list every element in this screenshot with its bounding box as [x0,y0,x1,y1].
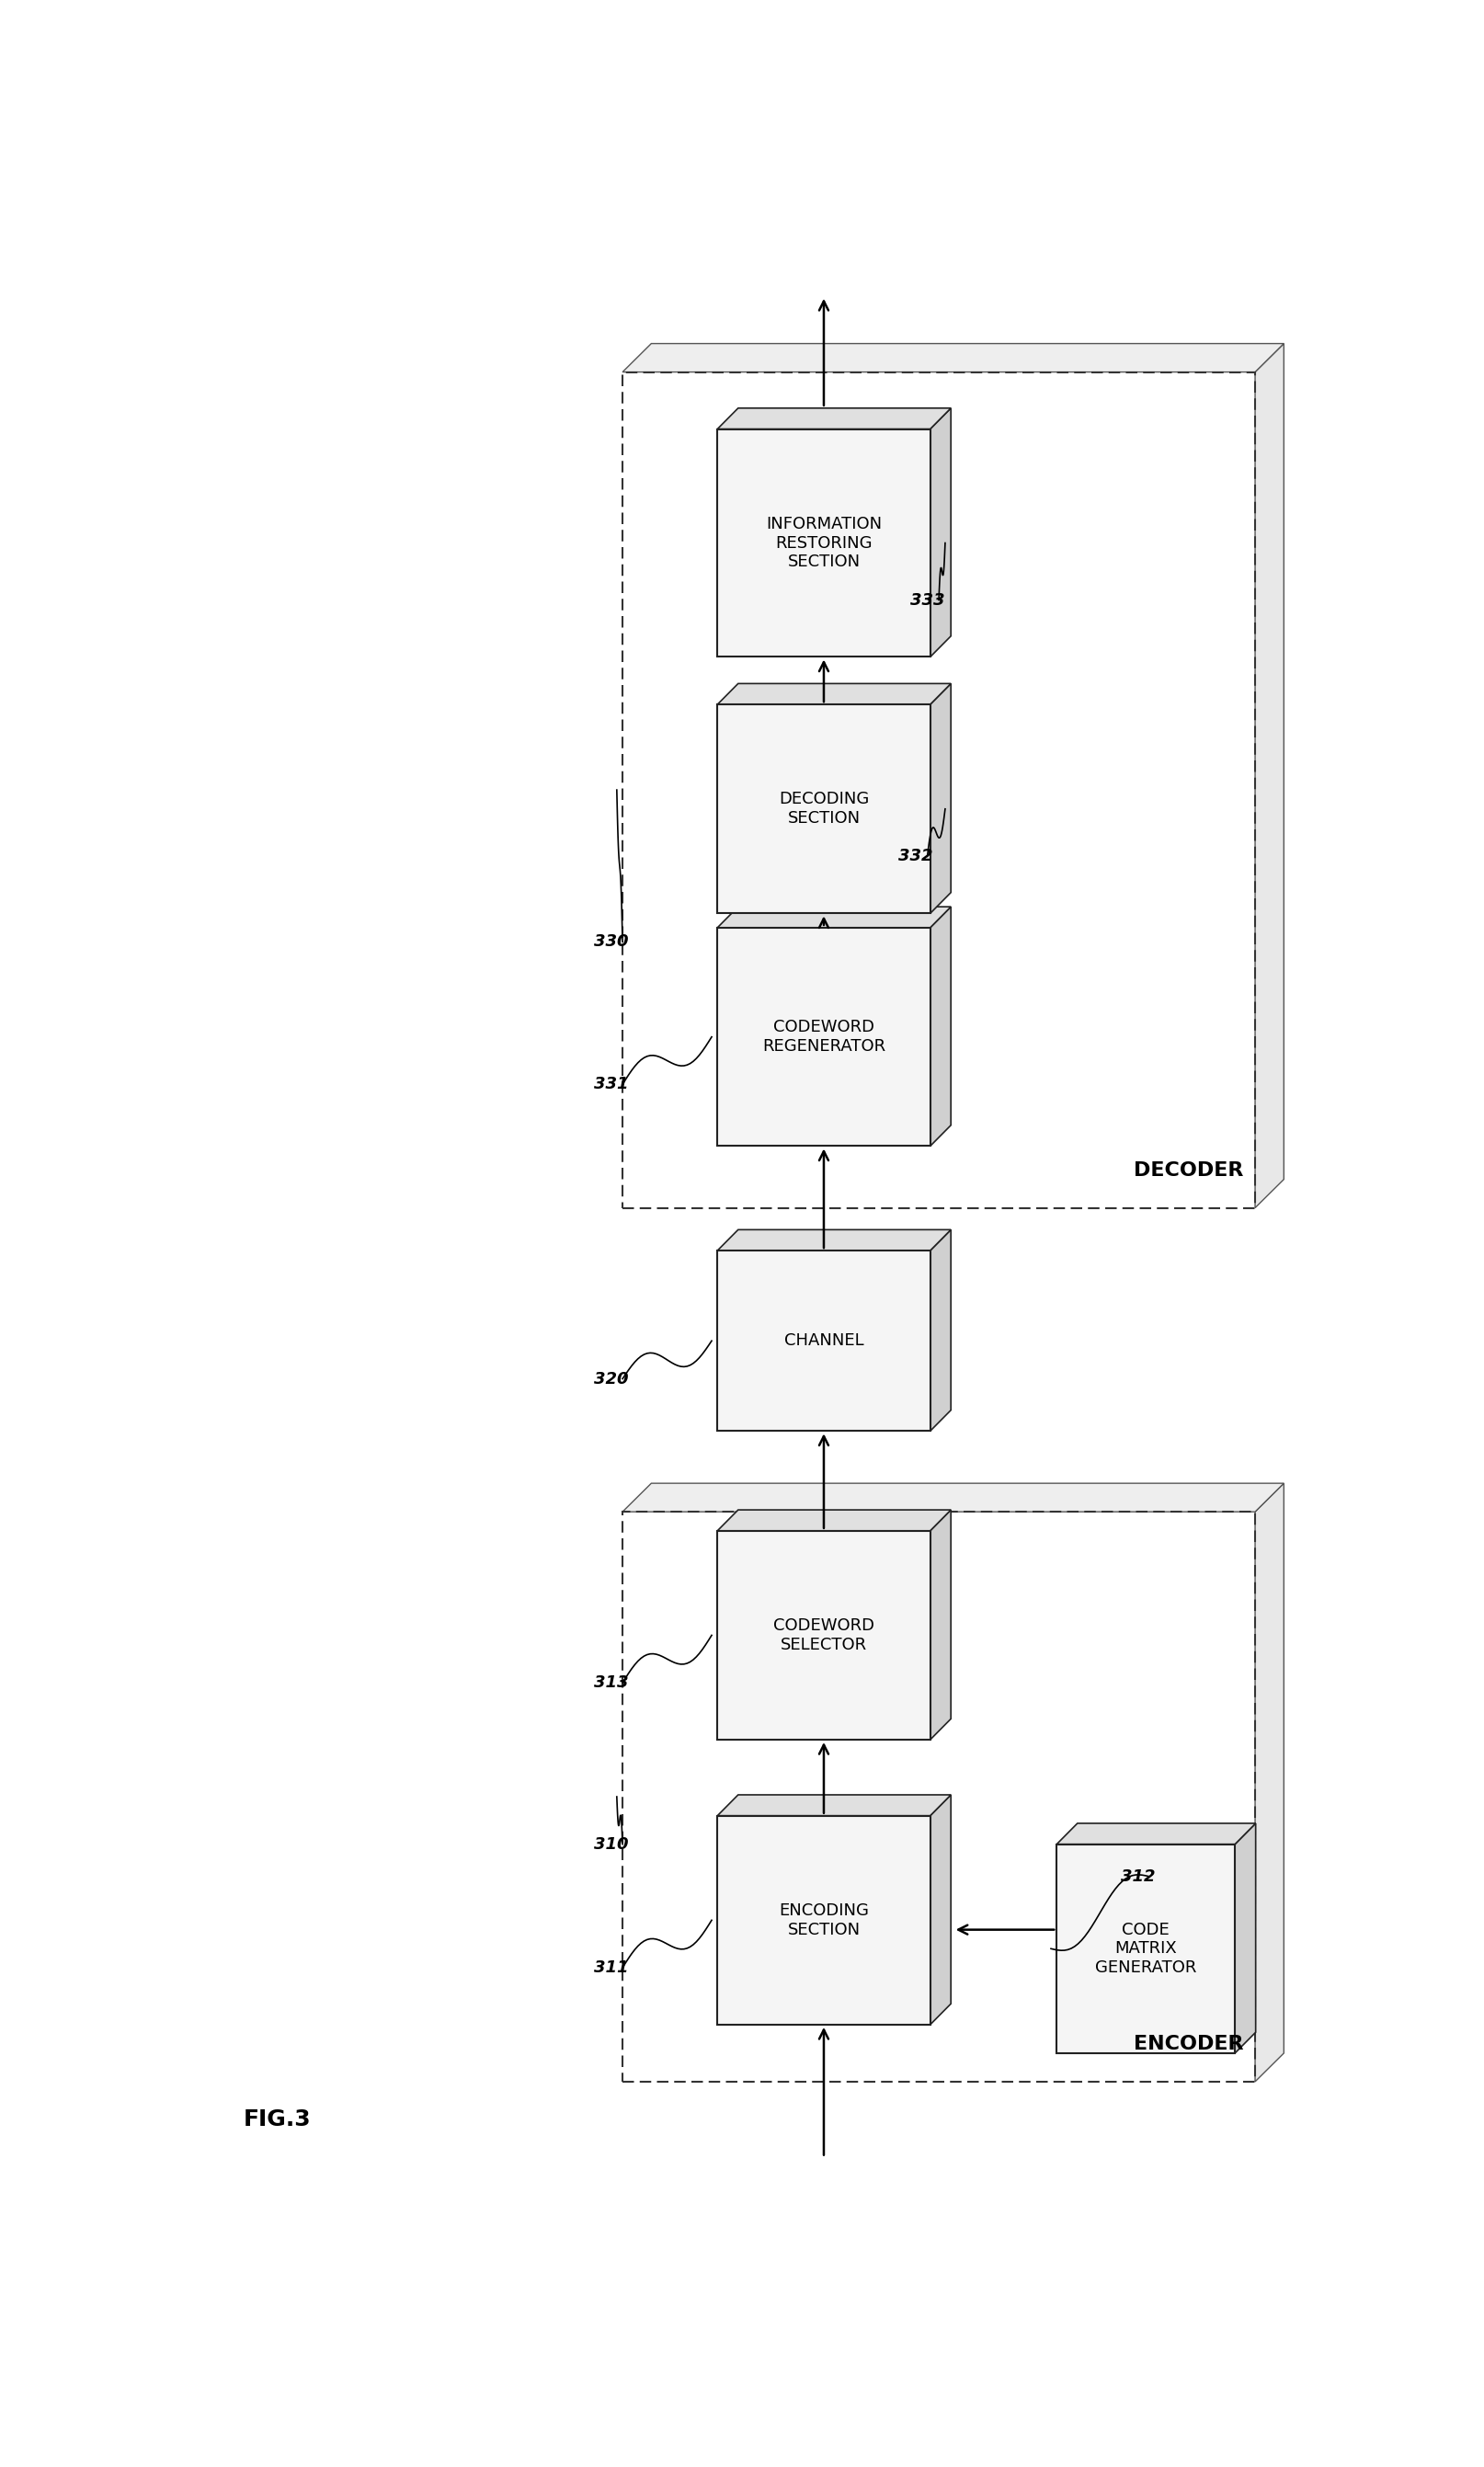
Polygon shape [717,908,951,928]
Polygon shape [1235,1823,1255,2053]
Bar [717,928,930,1147]
Text: 320: 320 [594,1372,628,1386]
Bar [717,429,930,656]
Bar [1057,1845,1235,2053]
Text: CODE
MATRIX
GENERATOR: CODE MATRIX GENERATOR [1095,1922,1196,1976]
Polygon shape [930,908,951,1147]
Polygon shape [623,1483,1284,1512]
Text: 330: 330 [594,933,628,950]
Polygon shape [930,1796,951,2025]
Text: DECODING
SECTION: DECODING SECTION [779,792,870,826]
Text: 332: 332 [899,849,933,866]
Polygon shape [717,1796,951,1816]
Polygon shape [930,1510,951,1739]
Polygon shape [930,407,951,656]
Text: 331: 331 [594,1076,628,1093]
Text: 312: 312 [1120,1868,1155,1885]
Bar [623,1512,1255,2082]
Text: 313: 313 [594,1675,628,1690]
Text: CODEWORD
SELECTOR: CODEWORD SELECTOR [773,1618,874,1653]
Text: CODEWORD
REGENERATOR: CODEWORD REGENERATOR [763,1019,886,1056]
Bar [717,1251,930,1431]
Polygon shape [930,1229,951,1431]
Bar [717,1530,930,1739]
Polygon shape [717,1510,951,1530]
Polygon shape [623,343,1284,373]
Text: CHANNEL: CHANNEL [784,1332,864,1349]
Polygon shape [717,1229,951,1251]
Bar [623,373,1255,1209]
Polygon shape [717,683,951,706]
Text: DECODER: DECODER [1134,1162,1244,1179]
Bar [717,1816,930,2025]
Text: ENCODING
SECTION: ENCODING SECTION [779,1902,868,1939]
Polygon shape [1255,1483,1284,2082]
Polygon shape [1255,343,1284,1209]
Text: ENCODER: ENCODER [1134,2035,1244,2053]
Polygon shape [717,407,951,429]
Text: 310: 310 [594,1835,628,1853]
Polygon shape [1057,1823,1255,1845]
Polygon shape [930,683,951,913]
Text: FIG.3: FIG.3 [243,2109,310,2131]
Text: INFORMATION
RESTORING
SECTION: INFORMATION RESTORING SECTION [766,516,881,570]
Bar [717,706,930,913]
Text: 333: 333 [910,592,944,609]
Text: 311: 311 [594,1959,628,1976]
